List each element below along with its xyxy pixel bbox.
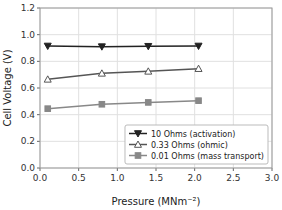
point — [45, 106, 51, 112]
axes: 0.00.51.01.52.02.53.00.00.20.40.60.81.01… — [21, 3, 280, 183]
series — [44, 65, 202, 82]
tick-label: 1.5 — [149, 173, 163, 183]
grid-line — [40, 61, 272, 62]
point — [195, 65, 202, 71]
legend-label: 10 Ohms (activation) — [151, 130, 235, 139]
grid — [40, 8, 272, 168]
legend-swatch — [129, 153, 147, 159]
grid-line — [40, 114, 272, 115]
point — [196, 98, 202, 104]
point — [98, 70, 105, 76]
series — [44, 43, 202, 50]
tick-label: 0.2 — [21, 136, 35, 146]
point — [145, 68, 152, 74]
line — [48, 45, 199, 47]
plot-area — [44, 43, 202, 111]
tick-label: 0.4 — [21, 110, 36, 120]
legend-swatch — [129, 131, 147, 137]
legend-label: 0.01 Ohms (mass transport) — [151, 152, 264, 161]
tick-label: 0.5 — [72, 173, 86, 183]
tick-label: 1.0 — [21, 30, 36, 40]
tick-label: 2.5 — [226, 173, 240, 183]
tick-label: 1.2 — [21, 3, 35, 13]
legend-frame — [125, 125, 268, 164]
tick-label: 0.8 — [21, 56, 36, 66]
tick-label: 0.0 — [33, 173, 48, 183]
line — [48, 101, 199, 109]
tick-label: 0.0 — [21, 163, 36, 173]
tick-label: 0.6 — [21, 83, 36, 93]
x-axis-label: Pressure (MNm⁻²) — [112, 196, 201, 207]
chart: 0.00.51.01.52.02.53.00.00.20.40.60.81.01… — [0, 0, 282, 210]
tick-label: 1.0 — [110, 173, 125, 183]
point — [98, 44, 105, 50]
legend-marker — [134, 131, 141, 137]
point — [145, 100, 151, 106]
series — [45, 98, 201, 112]
point — [145, 43, 152, 49]
point — [44, 43, 51, 49]
plot-frame — [40, 8, 272, 168]
grid-line — [40, 88, 272, 89]
grid-line — [40, 34, 272, 35]
legend-label: 0.33 Ohms (ohmic) — [151, 141, 228, 150]
legend-marker — [135, 153, 141, 159]
legend-swatch — [129, 141, 147, 147]
point — [44, 76, 51, 82]
point — [99, 101, 105, 107]
tick-label: 3.0 — [265, 173, 280, 183]
point — [195, 43, 202, 49]
y-axis-label: Cell Voltage (V) — [2, 49, 13, 126]
tick-label: 2.0 — [188, 173, 203, 183]
legend-marker — [134, 141, 141, 147]
legend: 10 Ohms (activation) 0.33 Ohms (ohmic) 0.0… — [125, 125, 268, 164]
line — [48, 69, 199, 80]
